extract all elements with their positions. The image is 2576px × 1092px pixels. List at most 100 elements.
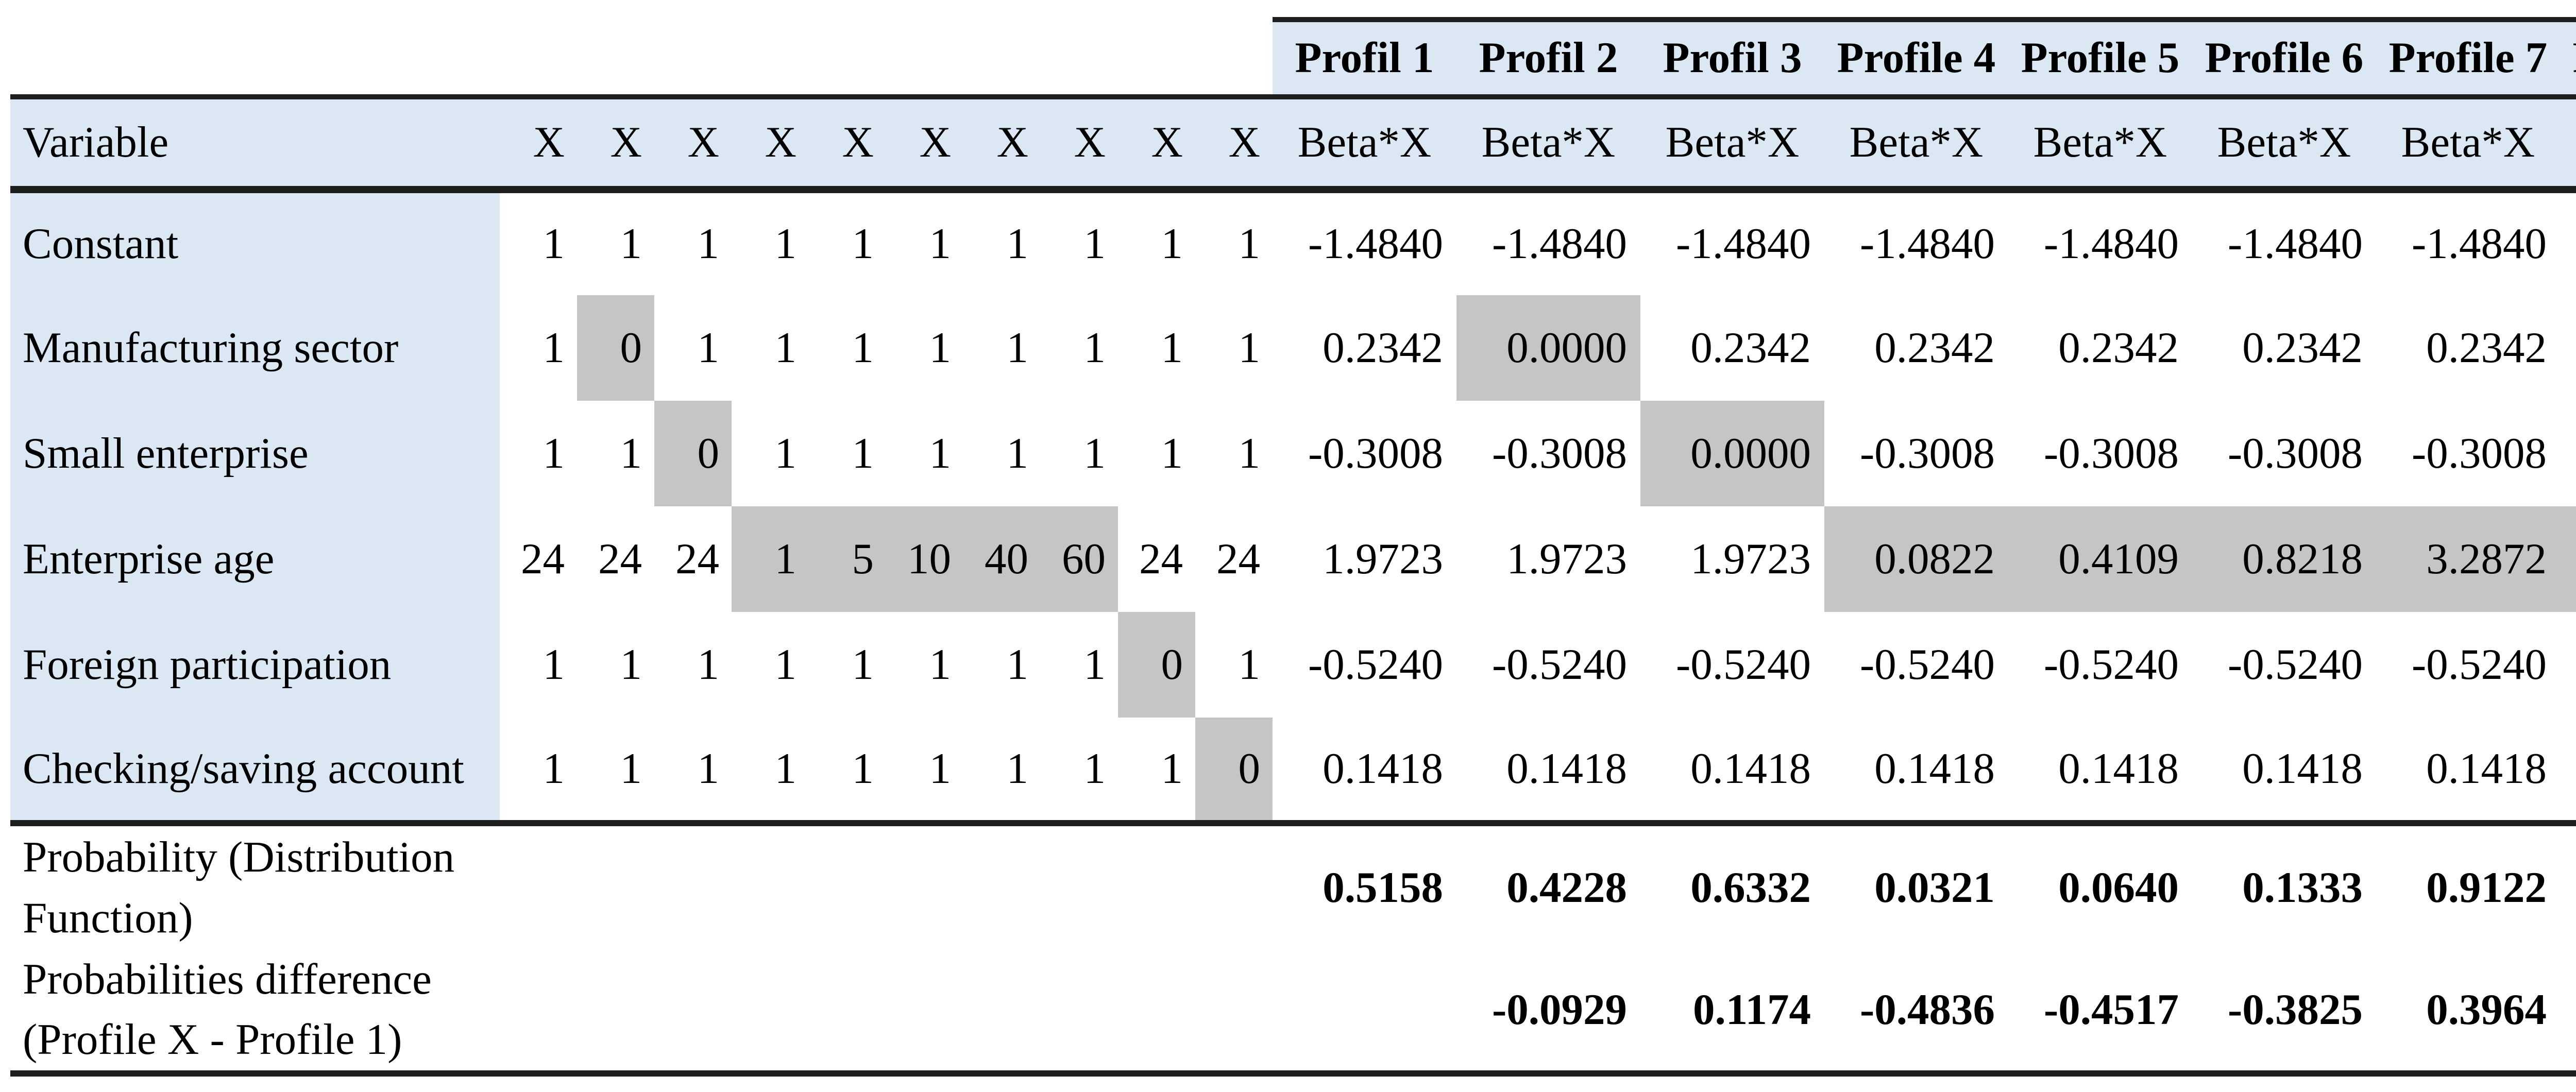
cell-small-enterprise-beta1: -0.3008 bbox=[1273, 401, 1456, 506]
beta-header-3: Beta*X bbox=[1640, 97, 1824, 193]
x-header-6: X bbox=[886, 97, 963, 193]
cell-checking-saving-account-x6: 1 bbox=[886, 718, 963, 826]
cell-enterprise-age-beta4: 0.0822 bbox=[1824, 506, 2008, 612]
cell-small-enterprise-beta7: -0.3008 bbox=[2376, 401, 2560, 506]
row-label-probabilities-difference: Probabilities difference (Profile X - Pro… bbox=[10, 949, 500, 1077]
cell-probabilities-difference-beta5: -0.4517 bbox=[2008, 949, 2192, 1077]
cell-checking-saving-account-beta7: 0.1418 bbox=[2376, 718, 2560, 826]
cell-checking-saving-account-x4: 1 bbox=[732, 718, 809, 826]
cell-probability-distribution-function-beta1: 0.5158 bbox=[1273, 823, 1456, 949]
cell-checking-saving-account-x5: 1 bbox=[809, 718, 886, 826]
cell-constant-x7: 1 bbox=[963, 190, 1041, 295]
cell-enterprise-age-x8: 60 bbox=[1041, 506, 1118, 612]
x-header-8: X bbox=[1041, 97, 1118, 193]
cell-manufacturing-sector-x1: 1 bbox=[500, 295, 577, 401]
cell-enterprise-age-beta5: 0.4109 bbox=[2008, 506, 2192, 612]
cell-checking-saving-account-beta6: 0.1418 bbox=[2192, 718, 2376, 826]
cell-enterprise-age-x5: 5 bbox=[809, 506, 886, 612]
profile-header-8: Profile 8 bbox=[2560, 17, 2576, 99]
cell-constant-beta4: -1.4840 bbox=[1824, 190, 2008, 295]
profile-header-1: Profil 1 bbox=[1273, 17, 1456, 99]
cell-probabilities-difference-beta2: -0.0929 bbox=[1456, 949, 1640, 1077]
x-header-1: X bbox=[500, 97, 577, 193]
cell-constant-x2: 1 bbox=[577, 190, 654, 295]
row-label-probability-distribution-function-line1: Probability (Distribution bbox=[23, 833, 455, 882]
variable-header: Variable bbox=[10, 97, 500, 193]
cell-foreign-participation-beta6: -0.5240 bbox=[2192, 612, 2376, 718]
cell-foreign-participation-beta8: -0.5240 bbox=[2560, 612, 2576, 718]
cell-constant-x5: 1 bbox=[809, 190, 886, 295]
table-row-small-enterprise: Small enterprise 1 1 0 1 1 1 1 1 1 1 -0.3008 -0.3008… bbox=[10, 401, 2576, 506]
cell-constant-x6: 1 bbox=[886, 190, 963, 295]
cell-probabilities-difference-beta1 bbox=[1273, 949, 1456, 1077]
cell-checking-saving-account-x9: 1 bbox=[1118, 718, 1195, 826]
profile-header-6: Profile 6 bbox=[2192, 17, 2376, 99]
cell-manufacturing-sector-beta5: 0.2342 bbox=[2008, 295, 2192, 401]
beta-header-4: Beta*X bbox=[1824, 97, 2008, 193]
cell-enterprise-age-beta1: 1.9723 bbox=[1273, 506, 1456, 612]
cell-foreign-participation-beta1: -0.5240 bbox=[1273, 612, 1456, 718]
cell-manufacturing-sector-x2: 0 bbox=[577, 295, 654, 401]
cell-manufacturing-sector-x8: 1 bbox=[1041, 295, 1118, 401]
cell-constant-beta2: -1.4840 bbox=[1456, 190, 1640, 295]
row-label-manufacturing-sector: Manufacturing sector bbox=[10, 295, 500, 401]
x-header-9: X bbox=[1118, 97, 1195, 193]
cell-checking-saving-account-beta3: 0.1418 bbox=[1640, 718, 1824, 826]
cell-foreign-participation-beta5: -0.5240 bbox=[2008, 612, 2192, 718]
table-row-checking-saving-account: Checking/saving account 1 1 1 1 1 1 1 1 1 0 0.1418 0… bbox=[10, 718, 2576, 826]
cell-enterprise-age-beta8: 4.9308 bbox=[2560, 506, 2576, 612]
cell-foreign-participation-x4: 1 bbox=[732, 612, 809, 718]
cell-foreign-participation-x5: 1 bbox=[809, 612, 886, 718]
cell-enterprise-age-x6: 10 bbox=[886, 506, 963, 612]
cell-checking-saving-account-beta5: 0.1418 bbox=[2008, 718, 2192, 826]
row-label-probabilities-difference-line2: (Profile X - Profile 1) bbox=[23, 1015, 402, 1064]
cell-foreign-participation-x3: 1 bbox=[654, 612, 732, 718]
beta-header-8: Beta*X bbox=[2560, 97, 2576, 193]
cell-constant-x8: 1 bbox=[1041, 190, 1118, 295]
cell-foreign-participation-x9: 0 bbox=[1118, 612, 1195, 718]
cell-foreign-participation-x6: 1 bbox=[886, 612, 963, 718]
beta-header-7: Beta*X bbox=[2376, 97, 2560, 193]
beta-header-5: Beta*X bbox=[2008, 97, 2192, 193]
cell-manufacturing-sector-x6: 1 bbox=[886, 295, 963, 401]
profile-header-3: Profil 3 bbox=[1640, 17, 1824, 99]
cell-checking-saving-account-x2: 1 bbox=[577, 718, 654, 826]
x-header-5: X bbox=[809, 97, 886, 193]
cell-foreign-participation-x2: 1 bbox=[577, 612, 654, 718]
summary-spacer-probability-distribution-function bbox=[500, 823, 1273, 949]
cell-foreign-participation-x7: 1 bbox=[963, 612, 1041, 718]
cell-probability-distribution-function-beta4: 0.0321 bbox=[1824, 823, 2008, 949]
cell-checking-saving-account-beta8: 0.1418 bbox=[2560, 718, 2576, 826]
cell-constant-beta3: -1.4840 bbox=[1640, 190, 1824, 295]
cell-manufacturing-sector-beta7: 0.2342 bbox=[2376, 295, 2560, 401]
row-label-foreign-participation: Foreign participation bbox=[10, 612, 500, 718]
row-label-probability-distribution-function: Probability (Distribution Function) bbox=[10, 823, 500, 949]
cell-small-enterprise-beta6: -0.3008 bbox=[2192, 401, 2376, 506]
cell-probability-distribution-function-beta3: 0.6332 bbox=[1640, 823, 1824, 949]
cell-probability-distribution-function-beta5: 0.0640 bbox=[2008, 823, 2192, 949]
x-header-3: X bbox=[654, 97, 732, 193]
cell-checking-saving-account-x3: 1 bbox=[654, 718, 732, 826]
cell-enterprise-age-x2: 24 bbox=[577, 506, 654, 612]
cell-probability-distribution-function-beta8: 0.9986 bbox=[2560, 823, 2576, 949]
cell-foreign-participation-beta4: -0.5240 bbox=[1824, 612, 2008, 718]
summary-spacer-probabilities-difference bbox=[500, 949, 1273, 1077]
cell-foreign-participation-beta7: -0.5240 bbox=[2376, 612, 2560, 718]
cell-small-enterprise-x9: 1 bbox=[1118, 401, 1195, 506]
table-row-manufacturing-sector: Manufacturing sector 1 0 1 1 1 1 1 1 1 1 0.2342 0.00… bbox=[10, 295, 2576, 401]
table-row-probability-distribution-function: Probability (Distribution Function) 0.5158… bbox=[10, 823, 2576, 949]
cell-checking-saving-account-x8: 1 bbox=[1041, 718, 1118, 826]
cell-manufacturing-sector-x4: 1 bbox=[732, 295, 809, 401]
cell-small-enterprise-x8: 1 bbox=[1041, 401, 1118, 506]
cell-small-enterprise-x6: 1 bbox=[886, 401, 963, 506]
cell-foreign-participation-x10: 1 bbox=[1195, 612, 1273, 718]
cell-constant-x4: 1 bbox=[732, 190, 809, 295]
row-label-constant: Constant bbox=[10, 190, 500, 295]
cell-enterprise-age-beta7: 3.2872 bbox=[2376, 506, 2560, 612]
cell-enterprise-age-x7: 40 bbox=[963, 506, 1041, 612]
profile-header-7: Profile 7 bbox=[2376, 17, 2560, 99]
table-row-probabilities-difference: Probabilities difference (Profile X - Pro… bbox=[10, 949, 2576, 1077]
cell-checking-saving-account-x10: 0 bbox=[1195, 718, 1273, 826]
column-header-row: Variable X X X X X X X X X X Beta*X Beta*X Beta*X Bet… bbox=[10, 97, 2576, 193]
table-row-constant: Constant 1 1 1 1 1 1 1 1 1 1 -1.4840 -1.4840 -1.4840-… bbox=[10, 190, 2576, 295]
